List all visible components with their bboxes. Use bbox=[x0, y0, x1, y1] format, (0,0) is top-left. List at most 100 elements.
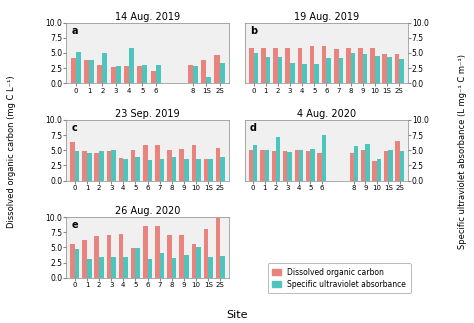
Bar bbox=[71, 58, 76, 83]
Bar bbox=[370, 48, 375, 83]
Bar bbox=[216, 148, 220, 181]
Bar bbox=[204, 159, 208, 181]
Bar bbox=[155, 145, 160, 181]
Bar bbox=[119, 234, 123, 278]
Bar bbox=[220, 158, 225, 181]
Bar bbox=[287, 152, 292, 181]
Bar bbox=[365, 144, 370, 181]
Bar bbox=[184, 159, 189, 181]
Bar bbox=[94, 153, 99, 181]
Bar bbox=[119, 158, 123, 181]
Text: b: b bbox=[250, 26, 257, 36]
Bar bbox=[116, 66, 121, 83]
Bar bbox=[215, 56, 219, 83]
Text: d: d bbox=[250, 123, 257, 133]
Bar bbox=[253, 145, 257, 181]
Bar bbox=[136, 158, 140, 181]
Bar bbox=[216, 218, 220, 278]
Bar bbox=[82, 239, 87, 278]
Bar bbox=[201, 60, 206, 83]
Bar bbox=[142, 65, 147, 83]
Bar bbox=[76, 52, 81, 83]
Bar bbox=[196, 159, 201, 181]
Legend: Dissolved organic carbon, Specific ultraviolet absorbance: Dissolved organic carbon, Specific ultra… bbox=[268, 263, 411, 293]
Bar bbox=[143, 145, 147, 181]
Text: a: a bbox=[71, 26, 78, 36]
Bar bbox=[322, 46, 327, 83]
Bar bbox=[191, 245, 196, 278]
Bar bbox=[358, 48, 363, 83]
Bar bbox=[147, 259, 152, 278]
Bar bbox=[383, 54, 387, 83]
Bar bbox=[400, 151, 404, 181]
Bar bbox=[131, 150, 136, 181]
Bar bbox=[136, 248, 140, 278]
Bar bbox=[131, 248, 136, 278]
Bar bbox=[99, 257, 104, 278]
Bar bbox=[272, 151, 276, 181]
Bar bbox=[143, 226, 147, 278]
Bar bbox=[137, 66, 142, 83]
Bar bbox=[388, 150, 392, 181]
Text: Site: Site bbox=[226, 310, 248, 320]
Bar bbox=[361, 150, 365, 181]
Bar bbox=[260, 150, 264, 181]
Bar bbox=[167, 150, 172, 181]
Bar bbox=[334, 49, 338, 83]
Bar bbox=[278, 57, 283, 83]
Bar bbox=[363, 54, 367, 83]
Bar bbox=[193, 66, 198, 83]
Bar bbox=[155, 65, 161, 83]
Bar bbox=[318, 153, 322, 181]
Bar bbox=[179, 235, 184, 278]
Bar bbox=[167, 235, 172, 278]
Bar bbox=[147, 160, 152, 181]
Bar bbox=[375, 56, 380, 83]
Bar bbox=[302, 64, 307, 83]
Bar bbox=[219, 63, 225, 83]
Bar bbox=[70, 244, 75, 278]
Bar bbox=[290, 63, 295, 83]
Bar bbox=[283, 151, 287, 181]
Text: Dissolved organic carbon (mg C L⁻¹): Dissolved organic carbon (mg C L⁻¹) bbox=[8, 76, 16, 228]
Bar bbox=[220, 256, 225, 278]
Bar bbox=[310, 46, 314, 83]
Bar bbox=[87, 259, 91, 278]
Text: Specific ultraviolet absorbance (L mg⁻¹ C m⁻¹): Specific ultraviolet absorbance (L mg⁻¹ … bbox=[458, 54, 466, 249]
Title: 19 Aug. 2019: 19 Aug. 2019 bbox=[294, 12, 359, 22]
Bar bbox=[99, 151, 104, 181]
Bar bbox=[322, 135, 326, 181]
Bar bbox=[208, 256, 213, 278]
Bar bbox=[75, 151, 80, 181]
Bar bbox=[107, 235, 111, 278]
Bar bbox=[206, 77, 211, 83]
Bar bbox=[395, 141, 400, 181]
Bar bbox=[399, 59, 404, 83]
Bar bbox=[204, 229, 208, 278]
Bar bbox=[123, 159, 128, 181]
Bar bbox=[196, 247, 201, 278]
Bar bbox=[314, 64, 319, 83]
Bar bbox=[354, 146, 358, 181]
Bar bbox=[94, 236, 99, 278]
Bar bbox=[70, 142, 75, 181]
Bar bbox=[172, 157, 176, 181]
Bar bbox=[285, 48, 290, 83]
Bar bbox=[184, 255, 189, 278]
Bar bbox=[254, 53, 258, 83]
Bar bbox=[107, 151, 111, 181]
Bar bbox=[160, 253, 164, 278]
Text: e: e bbox=[71, 220, 78, 230]
Bar bbox=[151, 71, 155, 83]
Bar bbox=[179, 149, 184, 181]
Bar bbox=[346, 47, 351, 83]
Bar bbox=[89, 60, 94, 83]
Bar bbox=[75, 249, 80, 278]
Bar bbox=[188, 65, 193, 83]
Bar bbox=[394, 54, 399, 83]
Bar bbox=[387, 57, 392, 83]
Bar bbox=[111, 150, 116, 181]
Bar bbox=[377, 159, 381, 181]
Bar bbox=[298, 48, 302, 83]
Bar bbox=[102, 53, 108, 83]
